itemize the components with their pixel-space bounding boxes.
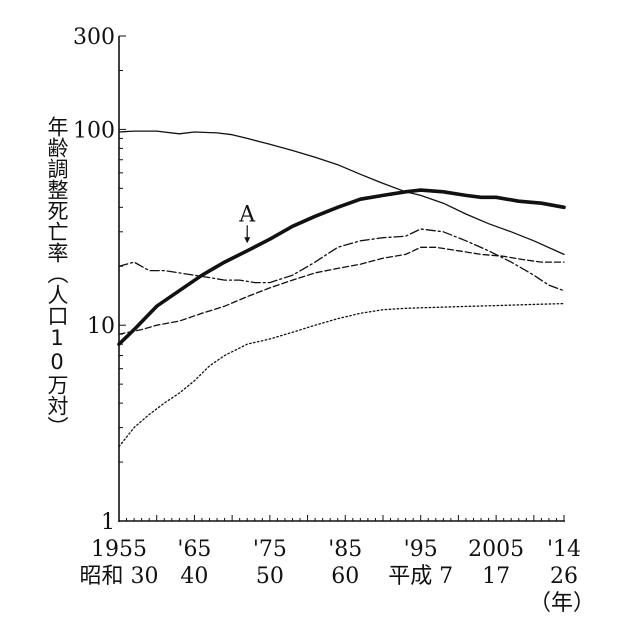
x-tick-label: 2005 xyxy=(468,537,524,562)
x-tick-era-label: 平成 7 xyxy=(388,564,453,589)
x-tick-era-label: 17 xyxy=(482,564,510,589)
series-line-dotted xyxy=(118,302,565,448)
x-tick-label: '14 xyxy=(547,537,581,562)
x-tick-label: '65 xyxy=(177,537,211,562)
annotation-layer: A xyxy=(238,202,256,244)
y-axis-label: 年齢調整死亡率（人口10万対） xyxy=(45,116,69,437)
axes xyxy=(118,36,565,522)
x-tick-era-label: 40 xyxy=(180,564,208,589)
series-line-dashed xyxy=(118,246,565,335)
annotation-label: A xyxy=(238,202,256,227)
x-tick-label: '95 xyxy=(404,537,438,562)
y-tick-label: 300 xyxy=(73,25,115,50)
annotation-arrow-head xyxy=(244,237,251,244)
y-tick-label: 10 xyxy=(87,314,115,339)
x-unit-label: （年） xyxy=(529,591,595,616)
x-tick-era-label: 60 xyxy=(331,564,359,589)
x-tick-label: '75 xyxy=(253,537,287,562)
series-line-thick-solid xyxy=(117,188,566,347)
y-tick-label: 100 xyxy=(73,118,115,143)
x-tick-era-label: 26 xyxy=(550,564,578,589)
y-tick-label: 1 xyxy=(101,510,115,535)
series-line-thin-solid xyxy=(118,130,565,256)
minor-ticks xyxy=(118,35,565,522)
x-tick-era-label: 50 xyxy=(256,564,284,589)
series-layer xyxy=(117,130,566,448)
x-tick-label: 1955 xyxy=(91,537,147,562)
series-line-dash-dot xyxy=(118,228,565,292)
x-tick-era-label: 昭和 30 xyxy=(80,564,159,589)
x-tick-label: '85 xyxy=(328,537,362,562)
